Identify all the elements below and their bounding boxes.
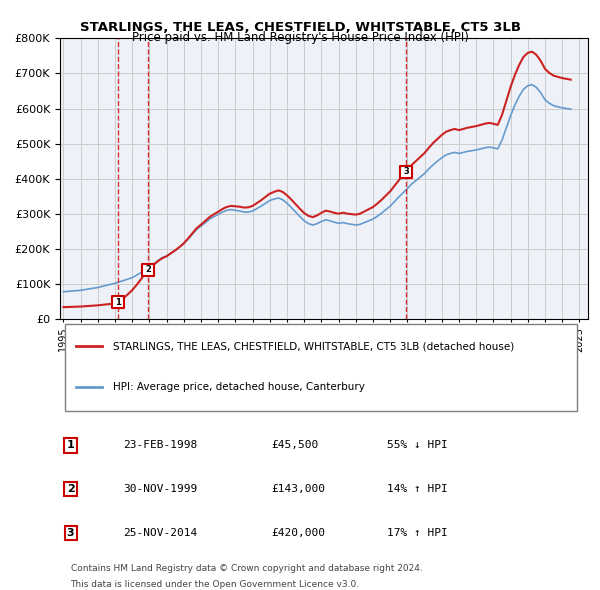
Text: Price paid vs. HM Land Registry's House Price Index (HPI): Price paid vs. HM Land Registry's House … <box>131 31 469 44</box>
FancyBboxPatch shape <box>65 324 577 411</box>
Text: 30-NOV-1999: 30-NOV-1999 <box>124 484 197 494</box>
Text: STARLINGS, THE LEAS, CHESTFIELD, WHITSTABLE, CT5 3LB: STARLINGS, THE LEAS, CHESTFIELD, WHITSTA… <box>79 21 521 34</box>
Text: 3: 3 <box>67 528 74 538</box>
Text: £143,000: £143,000 <box>271 484 325 494</box>
Text: 25-NOV-2014: 25-NOV-2014 <box>124 528 197 538</box>
Text: 2: 2 <box>67 484 74 494</box>
Text: 2: 2 <box>145 265 151 274</box>
Text: 17% ↑ HPI: 17% ↑ HPI <box>388 528 448 538</box>
Text: 3: 3 <box>403 168 409 176</box>
Text: 1: 1 <box>115 298 121 307</box>
Text: 14% ↑ HPI: 14% ↑ HPI <box>388 484 448 494</box>
Point <box>401 167 411 176</box>
Text: £420,000: £420,000 <box>271 528 325 538</box>
Text: Contains HM Land Registry data © Crown copyright and database right 2024.: Contains HM Land Registry data © Crown c… <box>71 564 422 573</box>
Point <box>113 298 122 307</box>
Text: 55% ↓ HPI: 55% ↓ HPI <box>388 440 448 450</box>
Point <box>143 265 153 274</box>
Text: 1: 1 <box>67 440 74 450</box>
Text: STARLINGS, THE LEAS, CHESTFIELD, WHITSTABLE, CT5 3LB (detached house): STARLINGS, THE LEAS, CHESTFIELD, WHITSTA… <box>113 341 514 351</box>
Text: £45,500: £45,500 <box>271 440 319 450</box>
Text: HPI: Average price, detached house, Canterbury: HPI: Average price, detached house, Cant… <box>113 382 365 392</box>
Text: This data is licensed under the Open Government Licence v3.0.: This data is licensed under the Open Gov… <box>71 580 359 589</box>
Text: 23-FEB-1998: 23-FEB-1998 <box>124 440 197 450</box>
